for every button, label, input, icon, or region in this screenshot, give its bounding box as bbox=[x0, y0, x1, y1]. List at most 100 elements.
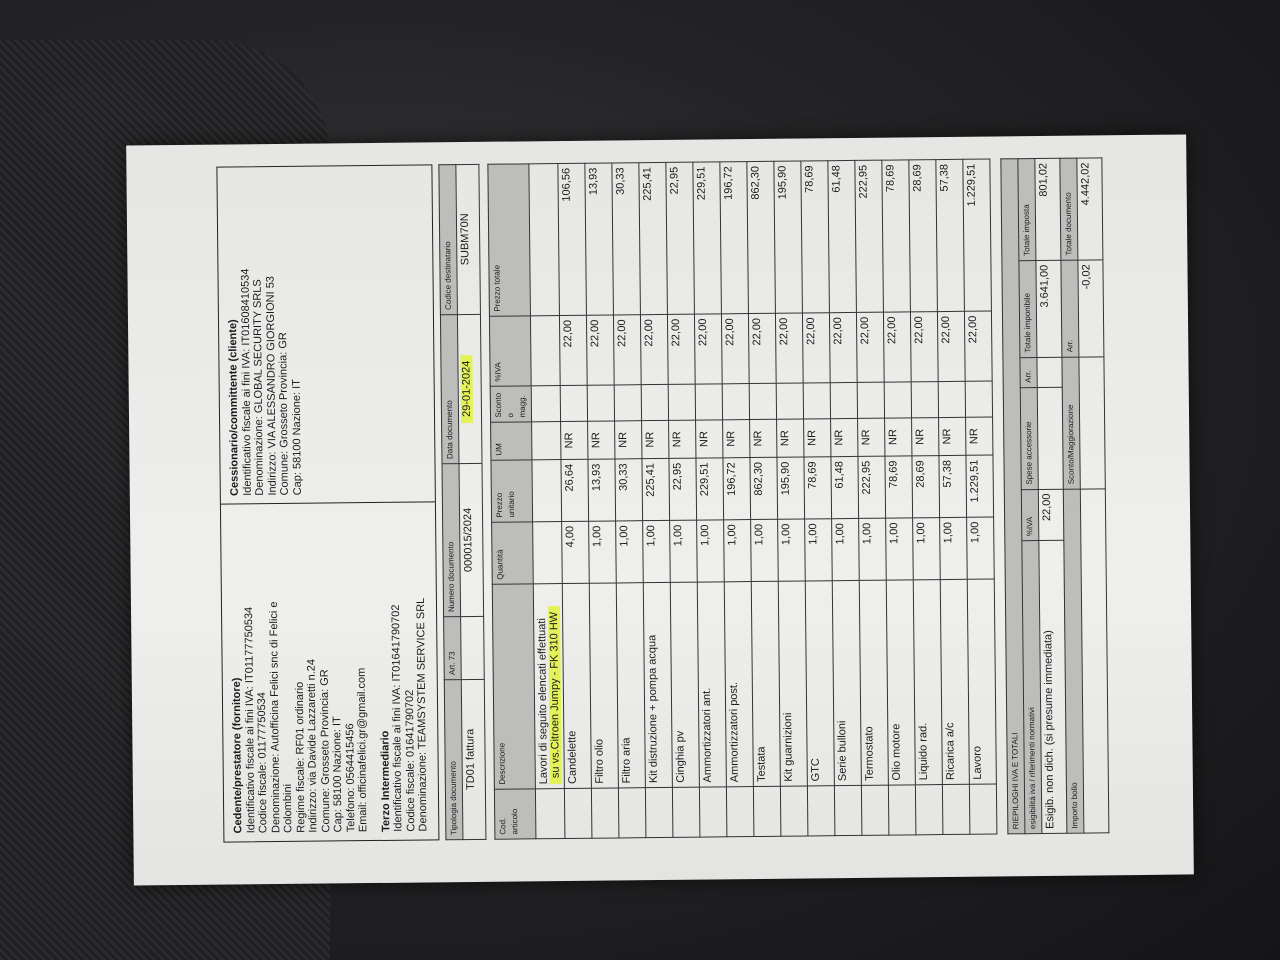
cell-qty: 1,00 bbox=[912, 517, 940, 580]
cell-um: NR bbox=[614, 420, 642, 459]
cell-iva: 22,00 bbox=[963, 311, 992, 382]
cell-price: 195,90 bbox=[776, 456, 805, 520]
cell bbox=[617, 787, 646, 838]
cell-um: NR bbox=[749, 419, 777, 458]
cell bbox=[590, 787, 619, 839]
cell-desc: Filtro aria bbox=[615, 582, 645, 788]
intermediary-lines: Identificativo fiscale ai fini IVA: IT01… bbox=[389, 511, 430, 832]
cell-price: 862,30 bbox=[749, 457, 778, 520]
cell-desc: Testata bbox=[750, 581, 780, 787]
info-line: Denominazione: TEAMSYSTEM SERVICE SRL bbox=[414, 597, 430, 832]
cell bbox=[694, 383, 723, 421]
cell-price: 1.229,51 bbox=[965, 455, 994, 518]
cell bbox=[806, 785, 835, 836]
cell-total: 57,38 bbox=[935, 159, 964, 312]
cell-iva: 22,00 bbox=[585, 314, 614, 386]
cell bbox=[779, 785, 808, 837]
cell-desc: Termostato bbox=[858, 580, 888, 786]
cell: 3.641,00 bbox=[1035, 260, 1062, 358]
cell-qty: 1,00 bbox=[669, 520, 697, 583]
cell-total: 862,30 bbox=[746, 161, 775, 314]
cell-qty: 1,00 bbox=[939, 517, 967, 580]
cell: 29-01-2024 bbox=[456, 314, 482, 464]
cell: %IVA bbox=[488, 315, 531, 387]
supplier-lines: Identificativo fiscale ai fini IVA: IT01… bbox=[242, 512, 370, 833]
cell-um: NR bbox=[911, 417, 939, 456]
cell bbox=[937, 381, 966, 418]
cell: %IVA bbox=[1020, 489, 1039, 541]
cell: 000015/2024 bbox=[458, 463, 484, 617]
cell-qty: 1,00 bbox=[750, 519, 778, 582]
cell bbox=[644, 787, 673, 838]
cell-total: 1.229,51 bbox=[962, 159, 991, 312]
totals-table: RIEPILOGHI IVA E TOTALI esigibilità iva … bbox=[1000, 157, 1109, 834]
cell-iva: 22,00 bbox=[720, 313, 749, 384]
cell: SUBM70N bbox=[455, 164, 480, 315]
cell-qty: 1,00 bbox=[588, 520, 616, 584]
cell: UM bbox=[490, 421, 532, 461]
cell bbox=[833, 785, 862, 836]
cell-desc: Olio motore bbox=[885, 579, 915, 786]
cell: Data documento bbox=[439, 314, 459, 464]
cell bbox=[752, 786, 781, 837]
cell bbox=[460, 616, 484, 680]
cell: Prezzo unitario bbox=[490, 459, 533, 523]
cell bbox=[914, 784, 943, 835]
cell-um: NR bbox=[776, 418, 804, 458]
cell bbox=[613, 384, 642, 421]
cell-um: NR bbox=[668, 420, 696, 459]
cell-iva: 22,00 bbox=[747, 313, 776, 384]
cell bbox=[968, 783, 997, 835]
cell-um: NR bbox=[803, 418, 831, 457]
cell bbox=[698, 786, 727, 838]
cell-desc: Ammortizzatori ant. bbox=[696, 581, 726, 788]
cell bbox=[1036, 356, 1062, 388]
cell-price: 61,48 bbox=[830, 456, 859, 519]
cell-total: 196,72 bbox=[719, 161, 748, 314]
cell-desc: Serie bulloni bbox=[831, 580, 861, 786]
cell: -0,02 bbox=[1077, 259, 1104, 357]
document-info-table: Tipologia documento Art. 73 Numero documen… bbox=[438, 164, 486, 840]
document-date: 29-01-2024 bbox=[459, 354, 473, 423]
cell-price: 229,51 bbox=[695, 457, 724, 521]
cell-total: 225,41 bbox=[638, 162, 667, 315]
cell-price: 225,41 bbox=[641, 458, 670, 521]
cell bbox=[941, 784, 970, 835]
cell: 801,02 bbox=[1034, 158, 1061, 261]
cell: 22,00 bbox=[1037, 488, 1064, 541]
cell-price: 13,93 bbox=[587, 458, 616, 522]
cell-iva: 22,00 bbox=[828, 312, 857, 383]
cell-iva: 22,00 bbox=[558, 315, 587, 386]
cell-price: 78,69 bbox=[803, 456, 832, 519]
cell bbox=[860, 785, 889, 836]
cell-price: 30,33 bbox=[614, 458, 643, 521]
cell-um: NR bbox=[560, 421, 588, 460]
supplier-block: Cedente/prestatore (fornitore) Identific… bbox=[220, 501, 438, 842]
cell-total: 195,90 bbox=[773, 161, 802, 314]
cell-um: NR bbox=[965, 417, 993, 456]
line-items-table: Cod. articolo Descrizione Quantità Prezzo u… bbox=[487, 159, 997, 840]
intro-line-1: Lavori di seguito elencati effettuati bbox=[535, 618, 550, 785]
cell-total: 78,69 bbox=[881, 159, 910, 313]
cell-price: 28,69 bbox=[911, 455, 940, 518]
cell-iva: 22,00 bbox=[612, 314, 641, 385]
cell-iva: 22,00 bbox=[909, 311, 938, 382]
cell: Arr. bbox=[1060, 259, 1079, 357]
cell: Art. 73 bbox=[443, 616, 461, 680]
cell-qty: 1,00 bbox=[831, 518, 859, 581]
cell-iva: 22,00 bbox=[936, 311, 965, 382]
cell bbox=[883, 381, 912, 419]
cell-um: NR bbox=[884, 417, 912, 457]
cell bbox=[559, 385, 588, 422]
cell-iva: 22,00 bbox=[774, 313, 803, 384]
cell: Arr. bbox=[1019, 357, 1037, 388]
cell-total: 13,93 bbox=[584, 162, 613, 316]
cell: Sconto/Maggiorazione bbox=[1061, 356, 1080, 489]
cell bbox=[1078, 356, 1105, 489]
cell-um: NR bbox=[695, 419, 723, 459]
cell: Quantità bbox=[491, 521, 533, 585]
cell-qty: 1,00 bbox=[777, 518, 805, 582]
cell-total: 61,48 bbox=[827, 160, 856, 313]
cell-desc: Candelette bbox=[561, 583, 591, 789]
cell: Totale imponibile bbox=[1018, 260, 1037, 358]
